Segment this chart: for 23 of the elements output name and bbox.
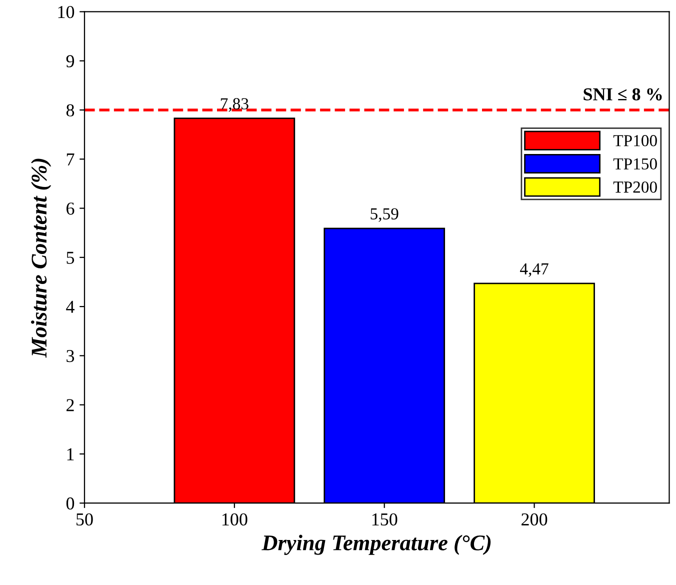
data-label: 4,47	[520, 263, 548, 277]
x-axis-title: Drying Temperature (°C)	[262, 534, 491, 555]
y-tick-label: 7	[66, 154, 74, 166]
ref-line-label: SNI ≤ 8 %	[584, 88, 662, 100]
y-tick-label: 0	[66, 497, 74, 510]
legend-label: TP200	[613, 181, 657, 193]
y-tick-label: 2	[66, 399, 74, 412]
y-tick-label: 4	[66, 300, 74, 313]
y-tick-label: 8	[66, 104, 74, 116]
y-tick-label: 1	[67, 448, 74, 460]
x-tick-label: 100	[222, 513, 248, 526]
x-tick-label: 150	[372, 513, 398, 526]
y-tick-label: 6	[66, 202, 74, 215]
legend-label: TP100	[613, 135, 657, 146]
y-tick-label: 9	[66, 55, 74, 68]
y-tick-label: 5	[66, 252, 74, 264]
legend-label: TP150	[613, 158, 657, 170]
y-axis-title: Moisture Content (%)	[31, 158, 52, 358]
x-tick-label: 50	[76, 513, 93, 526]
x-tick-label: 200	[522, 513, 548, 526]
y-tick-label: 10	[58, 6, 74, 18]
y-tick-label: 3	[66, 350, 74, 362]
data-label: 5,59	[370, 208, 398, 222]
